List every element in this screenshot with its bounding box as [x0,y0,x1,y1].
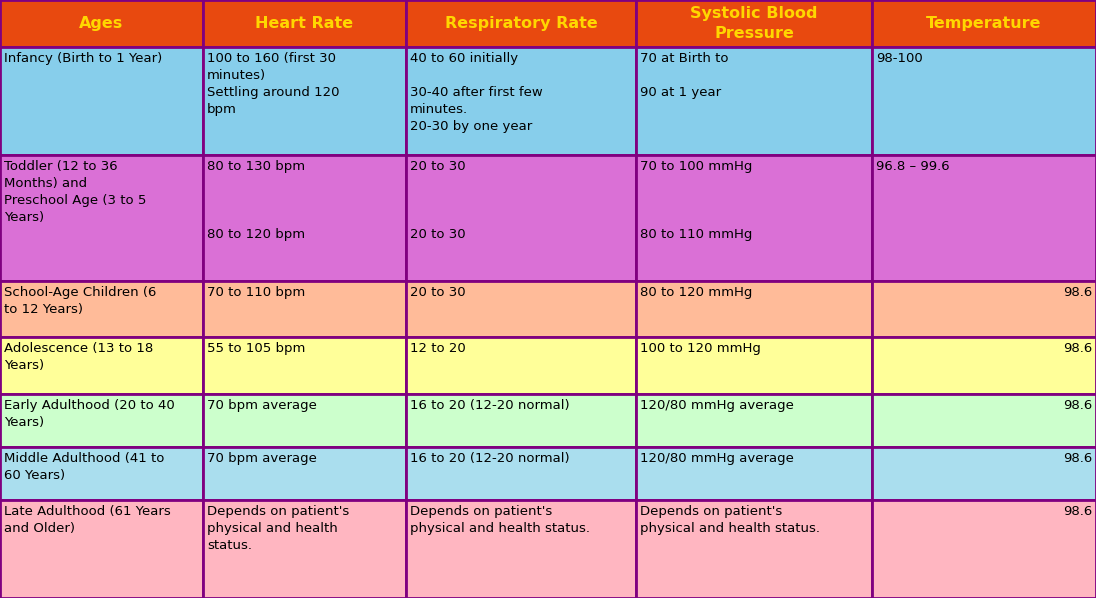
Bar [406,394,636,447]
Bar [406,499,636,598]
Text: 12 to 20: 12 to 20 [410,342,466,355]
Bar [872,47,1096,155]
Bar [636,155,872,281]
Bar [636,447,872,499]
Bar [636,337,872,394]
Bar [406,281,636,337]
Text: 16 to 20 (12-20 normal): 16 to 20 (12-20 normal) [410,399,570,412]
Text: 70 bpm average: 70 bpm average [207,399,317,412]
Text: 70 at Birth to

90 at 1 year: 70 at Birth to 90 at 1 year [640,53,729,99]
Text: 120/80 mmHg average: 120/80 mmHg average [640,451,794,465]
Text: Depends on patient's
physical and health status.: Depends on patient's physical and health… [640,505,820,535]
Bar [872,0,1096,47]
Bar [406,155,636,281]
Bar [203,337,406,394]
Text: 120/80 mmHg average: 120/80 mmHg average [640,399,794,412]
Text: 80 to 120 mmHg: 80 to 120 mmHg [640,286,752,299]
Bar [872,155,1096,281]
Bar [0,499,203,598]
Text: 98.6: 98.6 [1063,451,1092,465]
Bar [0,155,203,281]
Text: Adolescence (13 to 18
Years): Adolescence (13 to 18 Years) [4,342,153,373]
Text: 20 to 30: 20 to 30 [410,286,466,299]
Text: Depends on patient's
physical and health
status.: Depends on patient's physical and health… [207,505,350,551]
Text: 80 to 130 bpm



80 to 120 bpm: 80 to 130 bpm 80 to 120 bpm [207,160,305,241]
Bar [636,0,872,47]
Text: 40 to 60 initially

30-40 after first few
minutes.
20-30 by one year: 40 to 60 initially 30-40 after first few… [410,53,543,133]
Text: Infancy (Birth to 1 Year): Infancy (Birth to 1 Year) [4,53,162,65]
Text: Early Adulthood (20 to 40
Years): Early Adulthood (20 to 40 Years) [4,399,174,429]
Bar [203,499,406,598]
Bar [203,394,406,447]
Text: 100 to 160 (first 30
minutes)
Settling around 120
bpm: 100 to 160 (first 30 minutes) Settling a… [207,53,340,117]
Bar [872,337,1096,394]
Bar [0,394,203,447]
Bar [0,47,203,155]
Text: 70 to 100 mmHg



80 to 110 mmHg: 70 to 100 mmHg 80 to 110 mmHg [640,160,752,241]
Text: 98.6: 98.6 [1063,342,1092,355]
Bar [0,281,203,337]
Bar [636,281,872,337]
Text: 55 to 105 bpm: 55 to 105 bpm [207,342,306,355]
Bar [0,447,203,499]
Bar [406,337,636,394]
Text: Heart Rate: Heart Rate [255,16,354,31]
Bar [872,447,1096,499]
Text: 16 to 20 (12-20 normal): 16 to 20 (12-20 normal) [410,451,570,465]
Bar [872,394,1096,447]
Text: Late Adulthood (61 Years
and Older): Late Adulthood (61 Years and Older) [4,505,171,535]
Text: 100 to 120 mmHg: 100 to 120 mmHg [640,342,761,355]
Text: Systolic Blood
Pressure: Systolic Blood Pressure [690,7,818,41]
Text: 96.8 – 99.6: 96.8 – 99.6 [876,160,949,173]
Bar [203,0,406,47]
Bar [203,47,406,155]
Text: 98.6: 98.6 [1063,505,1092,517]
Bar [0,0,203,47]
Text: School-Age Children (6
to 12 Years): School-Age Children (6 to 12 Years) [4,286,157,316]
Text: Respiratory Rate: Respiratory Rate [445,16,597,31]
Text: Depends on patient's
physical and health status.: Depends on patient's physical and health… [410,505,590,535]
Text: 70 bpm average: 70 bpm average [207,451,317,465]
Text: Ages: Ages [79,16,124,31]
Text: 70 to 110 bpm: 70 to 110 bpm [207,286,306,299]
Bar [406,47,636,155]
Bar [203,281,406,337]
Text: 20 to 30



20 to 30: 20 to 30 20 to 30 [410,160,466,241]
Bar [636,499,872,598]
Bar [872,281,1096,337]
Bar [636,394,872,447]
Text: Temperature: Temperature [926,16,1042,31]
Text: 98.6: 98.6 [1063,286,1092,299]
Text: 98.6: 98.6 [1063,399,1092,412]
Bar [203,447,406,499]
Bar [636,47,872,155]
Bar [406,0,636,47]
Bar [872,499,1096,598]
Text: 98-100: 98-100 [876,53,923,65]
Bar [203,155,406,281]
Text: Toddler (12 to 36
Months) and
Preschool Age (3 to 5
Years): Toddler (12 to 36 Months) and Preschool … [4,160,147,224]
Bar [406,447,636,499]
Text: Middle Adulthood (41 to
60 Years): Middle Adulthood (41 to 60 Years) [4,451,164,481]
Bar [0,337,203,394]
